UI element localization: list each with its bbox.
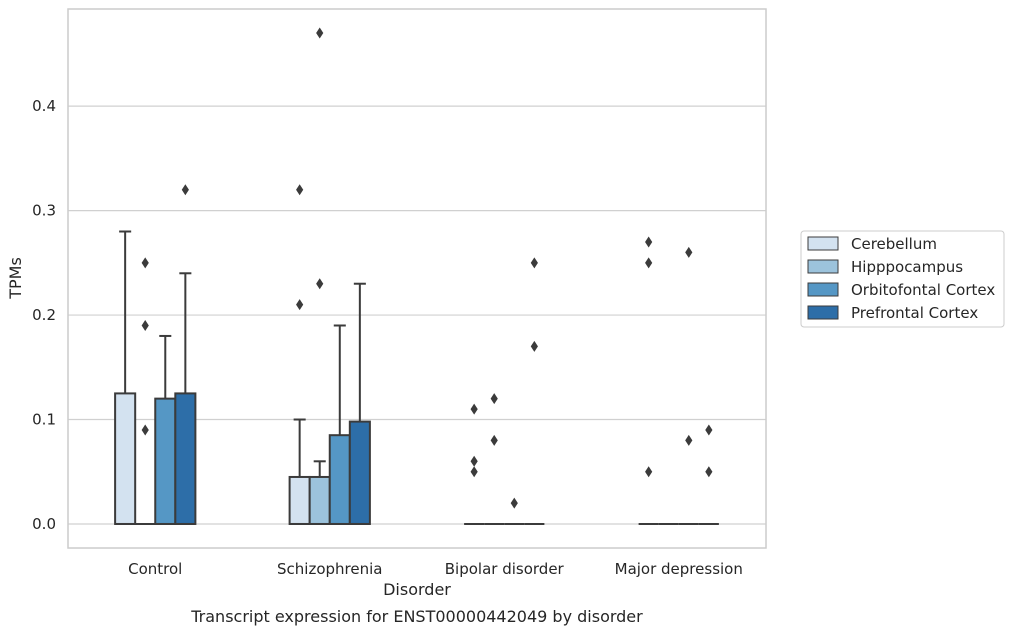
legend-label: Hipppocampus [851, 258, 963, 276]
box [154, 397, 177, 525]
box-group [348, 282, 371, 525]
outlier-point [296, 299, 304, 311]
box [288, 475, 311, 525]
box-group [504, 497, 525, 525]
x-tick-label: Bipolar disorder [445, 560, 565, 578]
box [328, 434, 351, 525]
plot-marks [114, 27, 719, 525]
x-tick-labels: Control Schizophrenia Bipolar disorder Majo… [128, 560, 743, 578]
outlier-point [490, 434, 498, 446]
outlier-point [645, 236, 653, 248]
x-tick-label: Schizophrenia [277, 560, 382, 578]
y-tick-label: 0.1 [32, 411, 56, 429]
outlier-point [141, 257, 149, 269]
box [114, 392, 137, 525]
box [308, 475, 331, 525]
outlier-point [470, 466, 478, 478]
box [174, 392, 197, 525]
box-group [484, 393, 505, 525]
outlier-point [645, 257, 653, 269]
box-group [174, 184, 197, 525]
box-group [114, 230, 137, 525]
legend-swatch [807, 305, 839, 320]
box-group [464, 403, 485, 525]
outlier-point [645, 466, 653, 478]
box [348, 420, 371, 525]
y-tick-labels: 0.0 0.1 0.2 0.3 0.4 [32, 97, 56, 533]
box-group [678, 246, 699, 525]
x-tick-label: Major depression [615, 560, 743, 578]
box-group [308, 27, 331, 525]
outlier-point [490, 393, 498, 405]
plot-frame [67, 8, 767, 549]
y-axis-title: TPMs [6, 257, 25, 300]
legend-swatch [807, 236, 839, 251]
outlier-point [705, 424, 713, 436]
outlier-point [705, 466, 713, 478]
y-tick-label: 0.3 [32, 202, 56, 220]
outlier-point [316, 27, 324, 39]
outlier-point [470, 403, 478, 415]
chart-caption: Transcript expression for ENST0000044204… [190, 607, 643, 626]
outlier-point [141, 424, 149, 436]
outlier-point [470, 455, 478, 467]
outlier-point [685, 434, 693, 446]
outlier-point [141, 320, 149, 332]
legend-frame [800, 230, 1005, 328]
y-tick-label: 0.4 [32, 97, 56, 115]
legend-label: Prefrontal Cortex [851, 304, 978, 322]
legend-label: Cerebellum [851, 235, 937, 253]
box-group [135, 257, 156, 525]
outlier-point [530, 257, 538, 269]
legend-swatch [807, 282, 839, 297]
box-group [698, 424, 719, 525]
legend-label: Orbitofontal Cortex [851, 281, 995, 299]
x-tick-label: Control [128, 560, 182, 578]
legend: Cerebellum Hipppocampus Orbitofontal Corte… [800, 230, 1005, 328]
outlier-point [316, 278, 324, 290]
y-tick-label: 0.0 [32, 515, 56, 533]
box-group [638, 236, 659, 525]
outlier-point [685, 246, 693, 258]
y-tick-label: 0.2 [32, 306, 56, 324]
outlier-point [510, 497, 518, 509]
x-axis-title: Disorder [383, 580, 451, 599]
box-group [524, 257, 545, 525]
outlier-point [181, 184, 189, 196]
outlier-point [530, 340, 538, 352]
legend-swatch [807, 259, 839, 274]
outlier-point [296, 184, 304, 196]
